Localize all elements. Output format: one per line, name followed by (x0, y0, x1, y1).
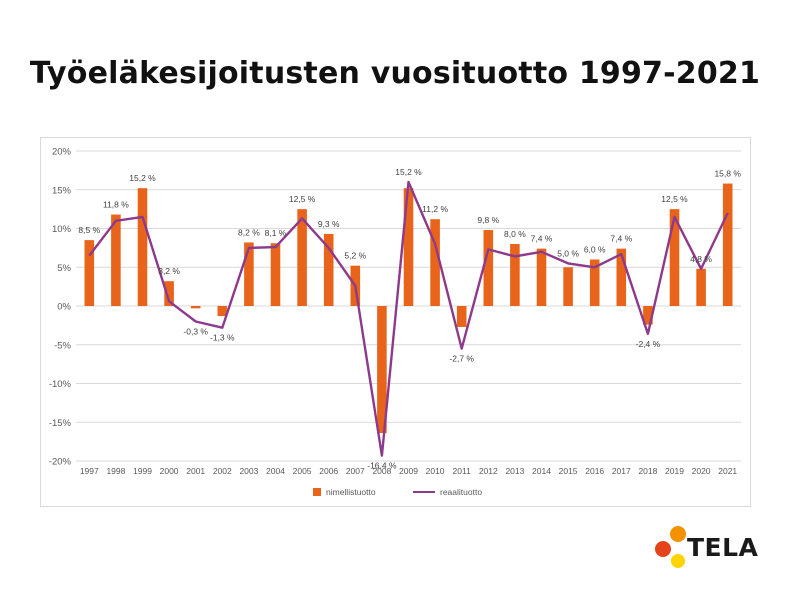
x-tick-label: 1999 (133, 466, 152, 476)
tela-logo: TELA (654, 522, 758, 572)
x-tick-label: 2008 (372, 466, 391, 476)
data-label-2007: 5,2 % (344, 251, 366, 261)
data-label-2002: -1,3 % (210, 333, 235, 343)
legend-label-nimellistuotto: nimellistuotto (326, 487, 376, 497)
data-label-1998: 11,8 % (103, 200, 129, 210)
data-label-2013: 8,0 % (504, 229, 526, 239)
x-tick-label: 1998 (106, 466, 125, 476)
bar-2017 (616, 248, 627, 306)
logo-orange-dot (670, 526, 686, 542)
x-tick-label: 1997 (80, 466, 99, 476)
logo-yellow-dot (671, 554, 685, 568)
y-tick-label: 20% (52, 147, 72, 158)
y-tick-label: 5% (57, 263, 71, 274)
data-label-2000: 3,2 % (158, 266, 180, 276)
bar-2014 (536, 248, 547, 306)
x-tick-label: 2000 (160, 466, 179, 476)
slide-title: Työeläkesijoitusten vuosituotto 1997-202… (29, 56, 761, 91)
chart-frame: 20% 15% 10% 5% 0% -5% -10% -15% -20% 8,5 % 11,8 % 1… (40, 137, 751, 507)
series-line-reaalituotto (88, 180, 729, 457)
data-label-2004: 8,1 % (265, 228, 287, 238)
data-label-2003: 8,2 % (238, 227, 260, 237)
x-tick-label: 2018 (638, 466, 657, 476)
data-label-2009: 15,2 % (395, 167, 422, 177)
bar-2003 (244, 242, 254, 306)
x-tick-label: 2012 (479, 466, 498, 476)
bar-2019 (669, 209, 680, 306)
data-label-2006: 9,3 % (318, 219, 340, 229)
y-tick-label: 15% (52, 185, 72, 196)
data-label-1997: 8,5 % (78, 225, 100, 235)
data-label-2019: 12,5 % (661, 194, 688, 204)
logo-text: TELA (687, 533, 759, 562)
bar-2006 (323, 233, 334, 306)
bar-2000 (164, 281, 174, 306)
x-tick-label: 2004 (266, 466, 285, 476)
x-tick-label: 2017 (612, 466, 631, 476)
data-label-2011: -2,7 % (449, 354, 474, 364)
bar-2005 (297, 209, 307, 306)
y-tick-label: -10% (49, 379, 72, 390)
bar-2012 (483, 230, 494, 306)
bar-1999 (137, 188, 148, 306)
bar-2013 (510, 244, 520, 306)
bar-2010 (430, 219, 440, 306)
bar-2016 (589, 259, 600, 306)
bar-1998 (111, 214, 121, 306)
bar-2001 (190, 306, 201, 309)
x-tick-label: 2007 (346, 466, 365, 476)
data-label-2018: -2,4 % (636, 339, 661, 349)
x-tick-label: 2010 (426, 466, 445, 476)
bar-1997 (84, 240, 95, 306)
x-tick-label: 2005 (293, 466, 312, 476)
data-label-2010: 11,2 % (422, 204, 448, 214)
x-tick-label: 2015 (559, 466, 578, 476)
y-tick-label: -20% (49, 457, 72, 468)
data-label-2012: 9,8 % (477, 215, 499, 225)
x-tick-label: 2016 (585, 466, 604, 476)
x-tick-label: 2019 (665, 466, 684, 476)
y-tick-label: -15% (49, 418, 72, 429)
data-label-2014: 7,4 % (531, 234, 553, 244)
x-tick-label: 2011 (453, 466, 472, 476)
data-label-2016: 6,0 % (584, 245, 606, 255)
data-label-2001: -0,3 % (183, 327, 208, 337)
bar-2020 (696, 268, 706, 306)
y-tick-label: 0% (57, 302, 71, 313)
data-label-2021: 15,8 % (714, 169, 741, 179)
data-label-2008: -16,4 % (367, 461, 397, 471)
data-label-2020: 4,8 % (690, 254, 712, 264)
legend-swatch-nimellistuotto (313, 488, 321, 496)
data-label-2017: 7,4 % (610, 234, 632, 244)
x-tick-label: 2003 (239, 466, 258, 476)
bar-2008 (377, 306, 387, 434)
bar-2004 (270, 243, 281, 306)
x-tick-label: 2001 (186, 466, 205, 476)
return-chart: 20% 15% 10% 5% 0% -5% -10% -15% -20% 8,5 % 11,8 % 1… (49, 147, 742, 498)
bar-2009 (403, 188, 414, 306)
y-tick-label: -5% (54, 340, 71, 351)
x-tick-label: 2021 (718, 466, 737, 476)
logo-red-dot (655, 541, 671, 557)
bar-2011 (456, 306, 467, 327)
legend-label-reaalituotto: reaalituotto (440, 487, 482, 497)
x-tick-label: 2014 (532, 466, 551, 476)
x-tick-label: 2009 (399, 466, 418, 476)
y-tick-label: 10% (52, 224, 72, 235)
bar-2002 (217, 306, 228, 317)
x-tick-label: 2002 (213, 466, 232, 476)
data-label-1999: 15,2 % (129, 173, 156, 183)
bar-2021 (722, 183, 733, 306)
x-tick-label: 2006 (319, 466, 338, 476)
data-label-2015: 5,0 % (557, 248, 579, 258)
x-tick-label: 2020 (692, 466, 711, 476)
x-tick-label: 2013 (505, 466, 524, 476)
bar-2018 (643, 306, 653, 325)
data-label-2005: 12,5 % (289, 194, 316, 204)
bar-2015 (563, 267, 573, 306)
logo-mark-icon (655, 526, 686, 568)
